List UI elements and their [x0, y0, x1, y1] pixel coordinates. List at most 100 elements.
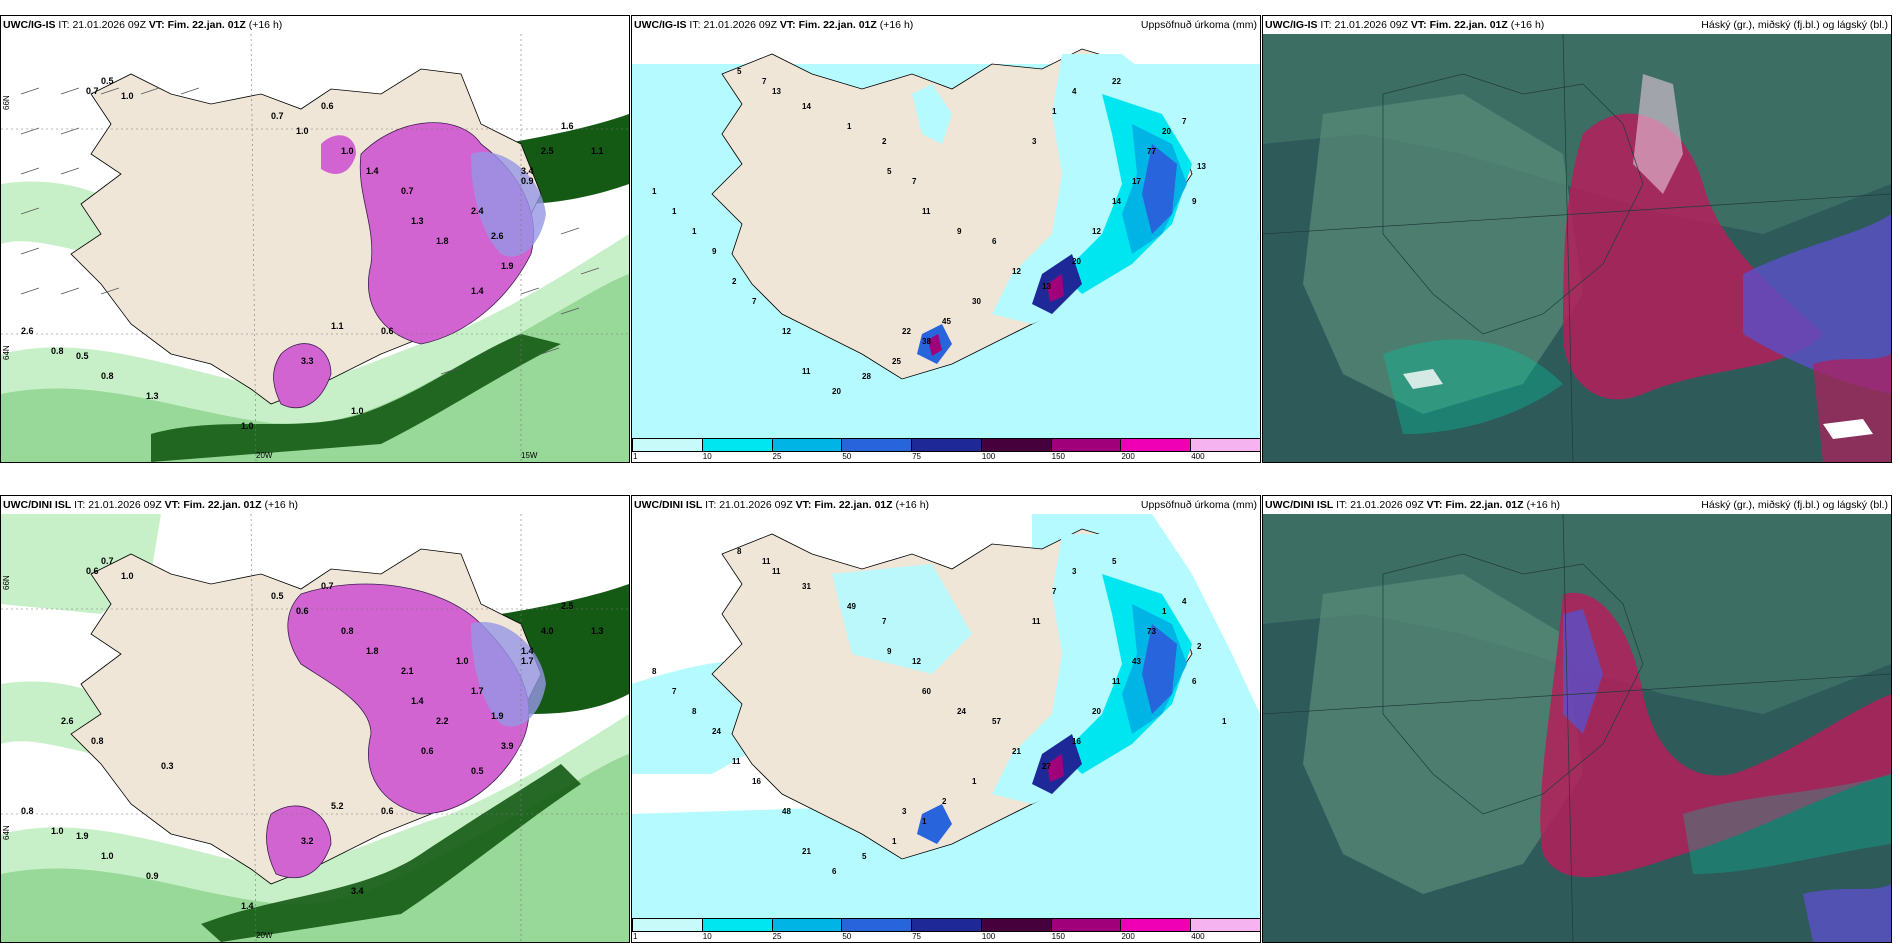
value-label: 4.0: [541, 626, 554, 636]
value-label: 30: [972, 297, 981, 306]
value-label: 5: [862, 852, 867, 861]
value-label: 11: [1112, 677, 1121, 686]
value-label: 17: [1132, 177, 1141, 186]
it-label: IT:: [689, 19, 701, 31]
precip-map[interactable]: 8 11 11 31 49 7 9 12 60 24 57 21 27 16 20 11 43 73 1 4 2 1 2 1 3…: [632, 514, 1260, 942]
vt-label: VT:: [164, 499, 181, 511]
value-label: 24: [712, 727, 721, 736]
value-label: 48: [782, 807, 791, 816]
value-label: 8: [737, 547, 742, 556]
colorbar-swatch: [911, 438, 982, 452]
cloud-map-svg: [1263, 33, 1891, 462]
colorbar-tick: 400: [1191, 932, 1205, 941]
lon-label-20: 20W: [256, 931, 273, 940]
lat-label-66: 66N: [2, 95, 11, 110]
cloud-map[interactable]: [1263, 513, 1891, 942]
vt-label: VT:: [148, 19, 165, 31]
value-label: 12: [782, 327, 791, 336]
cloud-map[interactable]: [1263, 33, 1891, 462]
value-label: 1.8: [436, 236, 449, 246]
value-label: 57: [992, 717, 1001, 726]
lead-time: (+16 h): [895, 499, 930, 511]
value-label: 1: [652, 187, 657, 196]
value-label: 9: [1192, 197, 1197, 206]
value-label: 1.4: [241, 901, 254, 911]
valid-time: Fim. 22.jan. 01Z: [167, 19, 246, 31]
colorbar-tick: 200: [1121, 452, 1135, 461]
value-label: 5: [887, 167, 892, 176]
value-label: 1.0: [456, 656, 469, 666]
map-title: Háský (gr.), miðský (fj.bl.) og lágský (…: [1701, 19, 1888, 31]
value-label: 9: [957, 227, 962, 236]
value-label: 0.6: [421, 746, 434, 756]
lat-label-64: 64N: [2, 825, 11, 840]
value-label: 13: [772, 87, 781, 96]
model-name: UWC/IG-IS: [3, 19, 56, 31]
value-label: 0.7: [101, 556, 114, 566]
colorbar-tick: 50: [842, 452, 852, 461]
value-label: 1.3: [591, 626, 604, 636]
value-label: 13: [1042, 282, 1051, 291]
value-label: 1.7: [471, 686, 484, 696]
precip-map-svg: 8111131497912602457212716201143731421213…: [632, 514, 1260, 918]
colorbar-tick: 10: [702, 932, 712, 941]
it-label: IT:: [58, 19, 70, 31]
panel-snow-ig-is: UWC/IG-IS IT: 21.01.2026 09Z VT: Fim. 22…: [0, 15, 630, 463]
precip-map[interactable]: 5 7 13 14 1 2 5 7 11 9 6 12 13 20 12 14 17 77 20 7 13 30 45 38 2…: [632, 34, 1260, 462]
colorbar-tick: 25: [772, 932, 782, 941]
value-label: 7: [672, 687, 677, 696]
value-label: 1.4: [471, 286, 484, 296]
lat-label-66: 66N: [2, 575, 11, 590]
value-label: 77: [1147, 147, 1156, 156]
value-label: 7: [762, 77, 767, 86]
value-label: 8: [652, 667, 657, 676]
value-label: 5.2: [331, 801, 344, 811]
lead-time: (+16 h): [248, 19, 283, 31]
value-label: 3.4: [521, 166, 534, 176]
value-label: 28: [862, 372, 871, 381]
precip-map-svg: 5713141257119612132012141777207133045382…: [632, 34, 1260, 438]
it-label: IT:: [1336, 499, 1348, 511]
value-label: 7: [752, 297, 757, 306]
value-label: 2.6: [61, 716, 74, 726]
value-label: 0.6: [296, 606, 309, 616]
snow-map[interactable]: 66N 64N 20W 0.6 0.7 1.0 0.5 0.6 0.7 0.8 1.8 2.1 1…: [1, 513, 629, 942]
vt-label: VT:: [795, 499, 812, 511]
colorbar-swatch: [701, 918, 773, 932]
value-label: 3: [902, 807, 907, 816]
value-label: 1.0: [121, 571, 134, 581]
panel-snow-dini: UWC/DINI ISL IT: 21.01.2026 09Z VT: Fim.…: [0, 495, 630, 943]
value-label: 1.0: [241, 421, 254, 431]
value-label: 60: [922, 687, 931, 696]
panel-cloud-dini: UWC/DINI ISL IT: 21.01.2026 09Z VT: Fim.…: [1262, 495, 1892, 943]
panel-header: UWC/DINI ISL IT: 21.01.2026 09Z VT: Fim.…: [1, 496, 629, 514]
value-label: 24: [957, 707, 966, 716]
value-label: 1: [692, 227, 697, 236]
model-name: UWC/DINI ISL: [634, 499, 703, 511]
value-label: 0.5: [76, 351, 89, 361]
init-time: 21.01.2026 09Z: [719, 499, 793, 511]
model-name: UWC/DINI ISL: [1265, 499, 1334, 511]
value-label: 0.3: [161, 761, 174, 771]
snow-map[interactable]: 66N 64N 20W 15W 0.7 0.5 1.0 0.7 1.0 0.6 1.0 1.4…: [1, 33, 629, 462]
precip-colorbar: 1 10 25 50 75 100 150 200 400: [632, 918, 1260, 942]
value-label: 31: [802, 582, 811, 591]
panel-cloud-ig-is: UWC/IG-IS IT: 21.01.2026 09Z VT: Fim. 22…: [1262, 15, 1892, 463]
value-label: 38: [922, 337, 931, 346]
value-label: 13: [1197, 162, 1206, 171]
value-label: 3: [1072, 567, 1077, 576]
value-label: 20: [832, 387, 841, 396]
lead-time: (+16 h): [879, 19, 914, 31]
value-label: 2: [732, 277, 737, 286]
value-label: 0.9: [521, 176, 534, 186]
lat-label-64: 64N: [2, 345, 11, 360]
colorbar-swatch: [841, 438, 913, 452]
value-label: 5: [1112, 557, 1117, 566]
value-label: 4: [1182, 597, 1187, 606]
value-label: 1.4: [366, 166, 379, 176]
value-label: 1.0: [351, 406, 364, 416]
colorbar-swatch: [1050, 438, 1122, 452]
value-label: 1: [892, 837, 897, 846]
valid-time: Fim. 22.jan. 01Z: [1445, 499, 1524, 511]
value-label: 2.6: [21, 326, 34, 336]
